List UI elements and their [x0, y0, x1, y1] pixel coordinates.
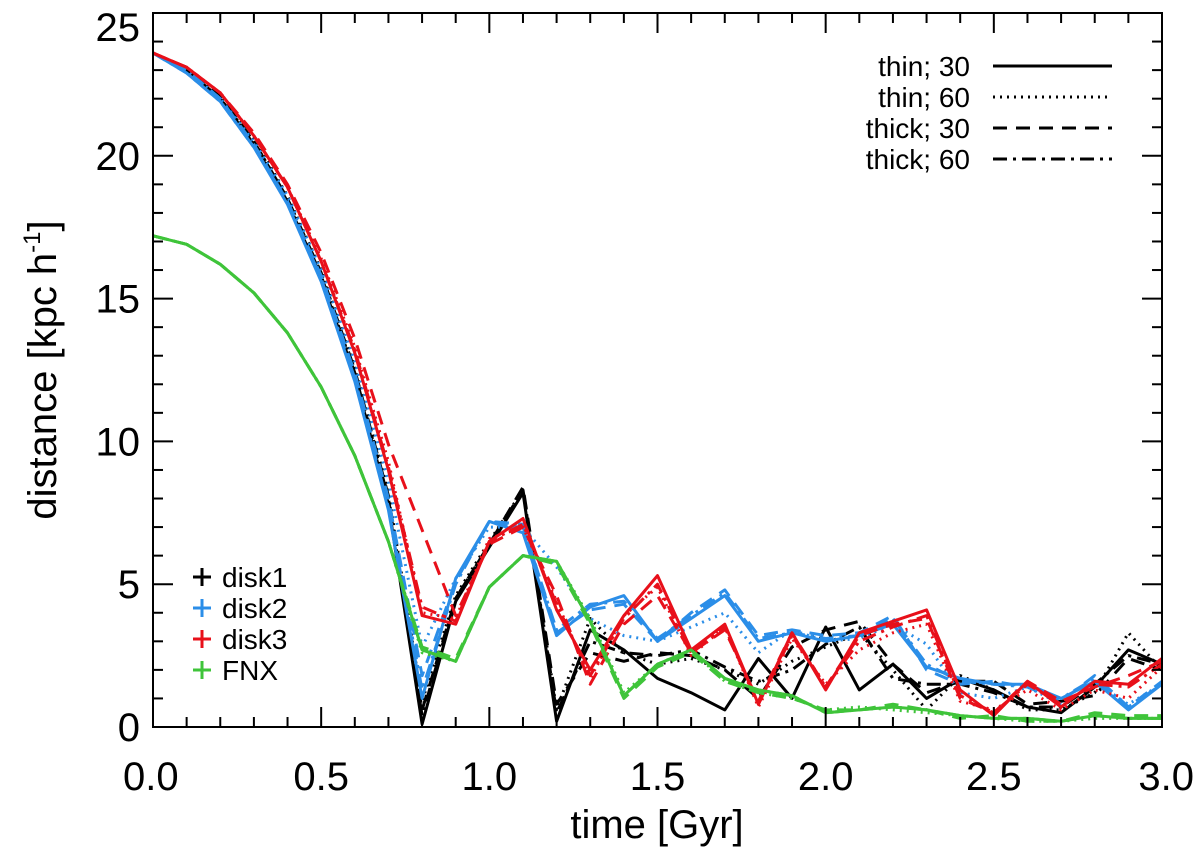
- legend-color-label: disk3: [222, 624, 287, 655]
- series-line-disk3-dotted: [152, 51, 1164, 712]
- y-axis-label: distance [kpc h-1]: [19, 220, 65, 519]
- legend-color-label: disk1: [222, 562, 287, 593]
- series-line-disk2-dashdot: [152, 51, 1163, 709]
- legend-style-label: thick; 30: [866, 113, 970, 144]
- y-tick-label: 0: [118, 706, 140, 750]
- series-line-fnx-solid: [152, 234, 1162, 723]
- tick-labels-layer: 0.0 0.5 1.0 1.5 2.0 2.5 3.0 0 5 10 15 20 25: [96, 6, 1195, 799]
- y-tick-label: 10: [96, 420, 141, 464]
- series-line-disk2-solid: [152, 51, 1163, 712]
- series-line-fnx-dashdot: [152, 234, 1162, 723]
- legend-style-label: thin; 30: [878, 51, 970, 82]
- series-line-fnx-dashed: [152, 234, 1162, 723]
- x-tick-label: 0.0: [123, 755, 179, 799]
- y-axis-label-end: ]: [21, 220, 65, 231]
- y-axis-label-superscript: -1: [19, 231, 46, 252]
- series-line-disk1-dashdot: [152, 51, 1163, 718]
- x-axis-label: time [Gyr]: [570, 803, 743, 847]
- series-line-disk3-solid: [152, 51, 1163, 718]
- series-line-disk1-solid: [152, 51, 1163, 726]
- y-tick-label: 15: [96, 278, 141, 322]
- legend-color-label: FNX: [222, 655, 278, 686]
- x-tick-label: 2.5: [966, 755, 1022, 799]
- plot-frame: [152, 12, 1163, 728]
- y-axis-label-main: distance [kpc h: [21, 253, 65, 520]
- y-tick-label: 5: [118, 563, 140, 607]
- y-tick-label: 25: [96, 6, 141, 50]
- legend-style-label: thin; 60: [878, 82, 970, 113]
- series-line-disk3-dashed: [152, 51, 1163, 715]
- series-line-disk3-dashdot: [152, 51, 1163, 715]
- y-tick-label: 20: [96, 135, 141, 179]
- series-line-disk2-dashed: [152, 51, 1163, 709]
- series-line-disk1-dotted: [152, 51, 1164, 712]
- x-tick-label: 0.5: [293, 755, 349, 799]
- series-line-fnx-dotted: [152, 234, 1162, 723]
- legend-style-label: thick; 60: [866, 144, 970, 175]
- ticks-layer: [152, 12, 1163, 728]
- x-tick-label: 2.0: [798, 755, 854, 799]
- series-layer: [152, 51, 1164, 726]
- series-line-disk2-dotted: [152, 51, 1163, 706]
- legend-color-label: disk2: [222, 593, 287, 624]
- x-tick-label: 1.5: [630, 755, 686, 799]
- series-line-disk1-dashed: [152, 51, 1163, 712]
- x-tick-label: 1.0: [462, 755, 518, 799]
- x-tick-label: 3.0: [1138, 755, 1194, 799]
